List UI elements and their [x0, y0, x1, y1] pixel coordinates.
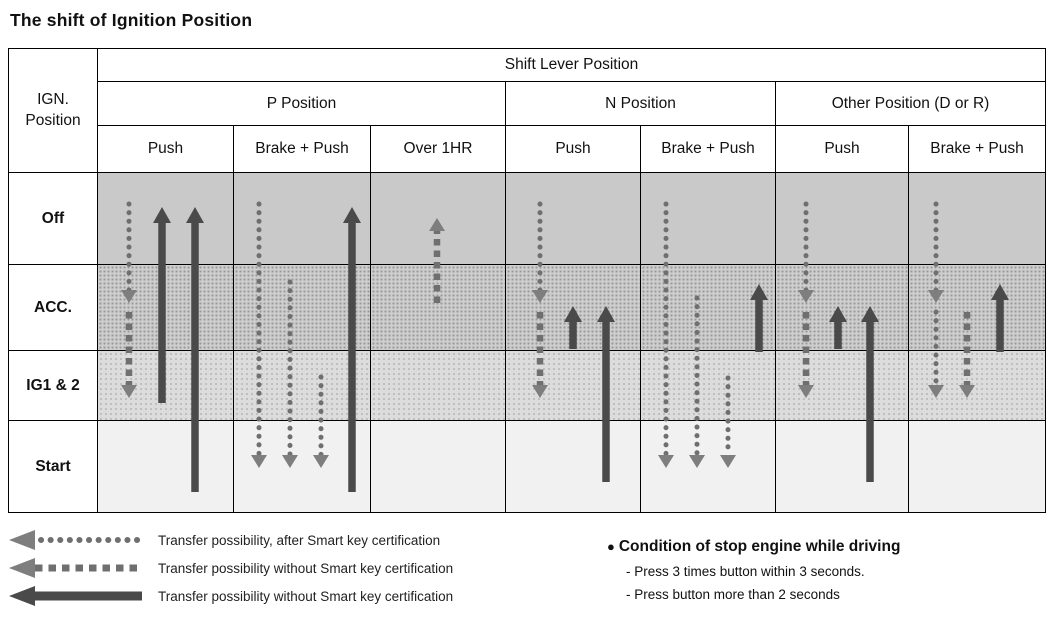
header-p-position: P Position — [97, 81, 506, 126]
grid-cell — [505, 264, 641, 351]
grid-cell — [775, 420, 909, 513]
row-label-off: Off — [8, 172, 98, 265]
col-header-p-push: Push — [97, 125, 234, 173]
note-item: - Press 3 times button within 3 seconds. — [626, 564, 865, 579]
corner-line-2: Position — [25, 111, 81, 129]
grid-cell — [505, 172, 641, 265]
grid-cell — [233, 264, 371, 351]
corner-line-1: IGN. — [37, 90, 69, 108]
col-header-other-brake-push: Brake + Push — [907, 125, 1047, 173]
grid-cell — [640, 264, 776, 351]
col-header-n-push: Push — [505, 125, 641, 173]
page-title: The shift of Ignition Position — [10, 10, 253, 30]
row-label-start: Start — [8, 420, 98, 513]
legend-label: Transfer possibility, after Smart key ce… — [158, 532, 441, 548]
legend-item: Transfer possibility without Smart key c… — [8, 582, 453, 610]
col-header-n-brake-push: Brake + Push — [640, 125, 776, 173]
grid-cell — [233, 172, 371, 265]
grid-cell — [97, 264, 234, 351]
col-header-p-brake-push: Brake + Push — [233, 125, 371, 173]
grid-cell — [233, 420, 371, 513]
row-label-acc: ACC. — [8, 264, 98, 351]
grid-cell — [640, 172, 776, 265]
grid-cell — [370, 172, 506, 265]
grid-cell — [775, 264, 909, 351]
grid-cell — [370, 264, 506, 351]
stop-engine-note: ● Condition of stop engine while driving … — [607, 538, 900, 602]
grid-cell — [233, 350, 371, 421]
legend-dashed-arrow-icon — [9, 558, 142, 578]
col-header-other-push: Push — [775, 125, 909, 173]
legend-item: Transfer possibility without Smart key c… — [8, 554, 453, 582]
note-heading: ● Condition of stop engine while driving — [607, 538, 900, 556]
grid-cell — [370, 420, 506, 513]
header-n-position: N Position — [505, 81, 776, 126]
legend-label: Transfer possibility without Smart key c… — [158, 588, 454, 604]
grid-cell — [775, 350, 909, 421]
legend-solid-arrow-icon — [9, 586, 142, 606]
grid-cell — [907, 420, 1047, 513]
header-other-position: Other Position (D or R) — [774, 81, 1047, 126]
grid-cell — [640, 420, 776, 513]
legend: Transfer possibility, after Smart key ce… — [8, 526, 453, 610]
grid-cell — [907, 172, 1047, 265]
ignition-shift-table: IGN. Position Shift Lever Position P Pos… — [8, 48, 1047, 513]
legend-label: Transfer possibility without Smart key c… — [158, 560, 454, 576]
legend-item: Transfer possibility, after Smart key ce… — [8, 526, 453, 554]
grid-cell — [640, 350, 776, 421]
grid-cell — [370, 350, 506, 421]
note-heading-text: Condition of stop engine while driving — [618, 538, 901, 555]
legend-dotted-arrow-icon — [9, 530, 144, 550]
grid-cell — [97, 350, 234, 421]
col-header-p-over-1hr: Over 1HR — [370, 125, 506, 173]
grid-cell — [775, 172, 909, 265]
bullet-icon: ● — [607, 539, 615, 554]
grid-cell — [97, 172, 234, 265]
corner-header-ign-position: IGN. Position — [8, 48, 98, 173]
row-label-ig1-2: IG1 & 2 — [8, 350, 98, 421]
grid-cell — [907, 264, 1047, 351]
note-item: - Press button more than 2 seconds — [626, 587, 840, 602]
grid-cell — [97, 420, 234, 513]
grid-cell — [505, 350, 641, 421]
grid-cell — [907, 350, 1047, 421]
grid-cell — [505, 420, 641, 513]
header-shift-lever-position: Shift Lever Position — [96, 48, 1047, 82]
